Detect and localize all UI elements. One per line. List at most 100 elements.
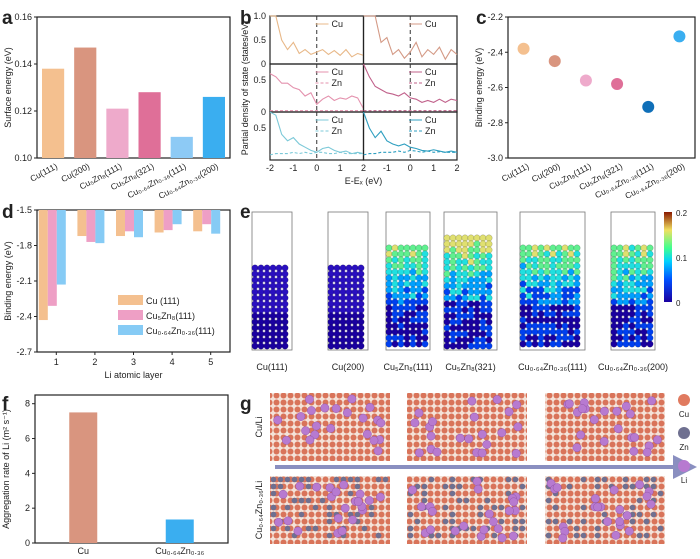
e-atom xyxy=(357,264,365,272)
g-li-atom xyxy=(293,526,303,536)
e-atom xyxy=(257,336,265,344)
g-li-atom xyxy=(426,431,436,441)
e-atom xyxy=(549,340,557,348)
e-atom xyxy=(449,294,457,302)
b-pdos-line-Cu xyxy=(362,63,458,104)
e-atom xyxy=(269,306,277,314)
e-atom xyxy=(385,268,393,276)
e-atom xyxy=(385,340,393,348)
e-atom xyxy=(345,324,353,332)
e-atom xyxy=(485,234,493,242)
e-atom xyxy=(449,234,457,242)
g-zn-atom xyxy=(456,497,463,504)
e-atom xyxy=(549,268,557,276)
e-atom xyxy=(275,336,283,344)
e-atom xyxy=(403,304,411,312)
g-zn-atom xyxy=(545,532,552,539)
e-atom xyxy=(357,306,365,314)
a-bar xyxy=(74,47,97,158)
e-atom xyxy=(403,322,411,330)
g-li-atom xyxy=(455,433,465,443)
f-ytick-label: 2 xyxy=(25,503,30,513)
b-ytick-label: 0.5 xyxy=(253,35,266,45)
e-atom xyxy=(473,270,481,278)
e-atom xyxy=(467,276,475,284)
e-atom xyxy=(610,304,618,312)
e-atom xyxy=(449,264,457,272)
e-atom xyxy=(357,318,365,326)
b-legend-label: Zn xyxy=(425,126,436,136)
g-li-atom xyxy=(511,449,521,458)
e-atom xyxy=(257,330,265,338)
e-atom xyxy=(616,334,624,342)
e-atom xyxy=(421,340,429,348)
e-atom xyxy=(345,318,353,326)
g-zn-atom xyxy=(407,532,414,539)
e-atom xyxy=(415,298,423,306)
e-atom xyxy=(610,268,618,276)
e-atom xyxy=(281,264,289,272)
e-atom xyxy=(537,334,545,342)
e-atom xyxy=(479,252,487,260)
a-bar xyxy=(106,108,129,158)
e-atom xyxy=(485,240,493,248)
g-li-atom xyxy=(274,517,283,527)
e-atom xyxy=(443,318,451,326)
g-zn-atom xyxy=(312,525,319,532)
e-atom xyxy=(473,240,481,248)
e-atom xyxy=(461,336,469,344)
e-atom xyxy=(251,276,259,284)
d-bar xyxy=(172,210,182,225)
e-atom xyxy=(397,304,405,312)
g-zn-atom xyxy=(354,476,361,483)
g-zn-atom xyxy=(512,476,519,483)
e-atom xyxy=(403,274,411,282)
g-li-atom xyxy=(432,447,442,457)
d-bar xyxy=(38,210,48,321)
e-atom xyxy=(415,322,423,330)
e-atom xyxy=(485,276,493,284)
e-atom xyxy=(391,292,399,300)
e-atom xyxy=(646,274,654,282)
e-atom xyxy=(397,274,405,282)
e-atom xyxy=(485,288,493,296)
b-ytick-label: 0.5 xyxy=(253,123,266,133)
e-atom xyxy=(421,262,429,270)
g-li-atom xyxy=(635,480,644,490)
e-atom xyxy=(269,276,277,284)
g-zn-atom xyxy=(270,490,277,497)
e-atom xyxy=(555,262,563,270)
e-atom xyxy=(449,306,457,314)
e-atom xyxy=(628,310,636,318)
e-atom xyxy=(391,322,399,330)
e-atom xyxy=(561,280,569,288)
g-zn-atom xyxy=(326,511,333,518)
e-atom xyxy=(646,334,654,342)
g-zn-atom xyxy=(477,504,484,511)
e-atom xyxy=(275,270,283,278)
e-atom xyxy=(561,328,569,336)
c-xtick-label: Cu(111) xyxy=(500,161,531,184)
e-atom xyxy=(345,342,353,350)
g-zn-atom xyxy=(580,504,587,511)
e-atom xyxy=(351,330,359,338)
e-atom xyxy=(573,340,581,348)
e-atom xyxy=(549,250,557,258)
e-atom xyxy=(561,286,569,294)
e-atom xyxy=(391,328,399,336)
e-atom xyxy=(616,322,624,330)
b-ytick-label: 0.5 xyxy=(253,75,266,85)
e-atom xyxy=(397,340,405,348)
e-atom xyxy=(391,316,399,324)
e-atom xyxy=(616,268,624,276)
g-zn-atom xyxy=(298,497,305,504)
e-atom xyxy=(634,340,642,348)
e-atom xyxy=(485,246,493,254)
e-atom xyxy=(391,280,399,288)
g-zn-atom xyxy=(442,483,449,490)
e-atom xyxy=(640,328,648,336)
g-li-atom xyxy=(459,521,469,531)
e-atom xyxy=(443,336,451,344)
e-atom xyxy=(421,256,429,264)
e-atom xyxy=(567,316,575,324)
